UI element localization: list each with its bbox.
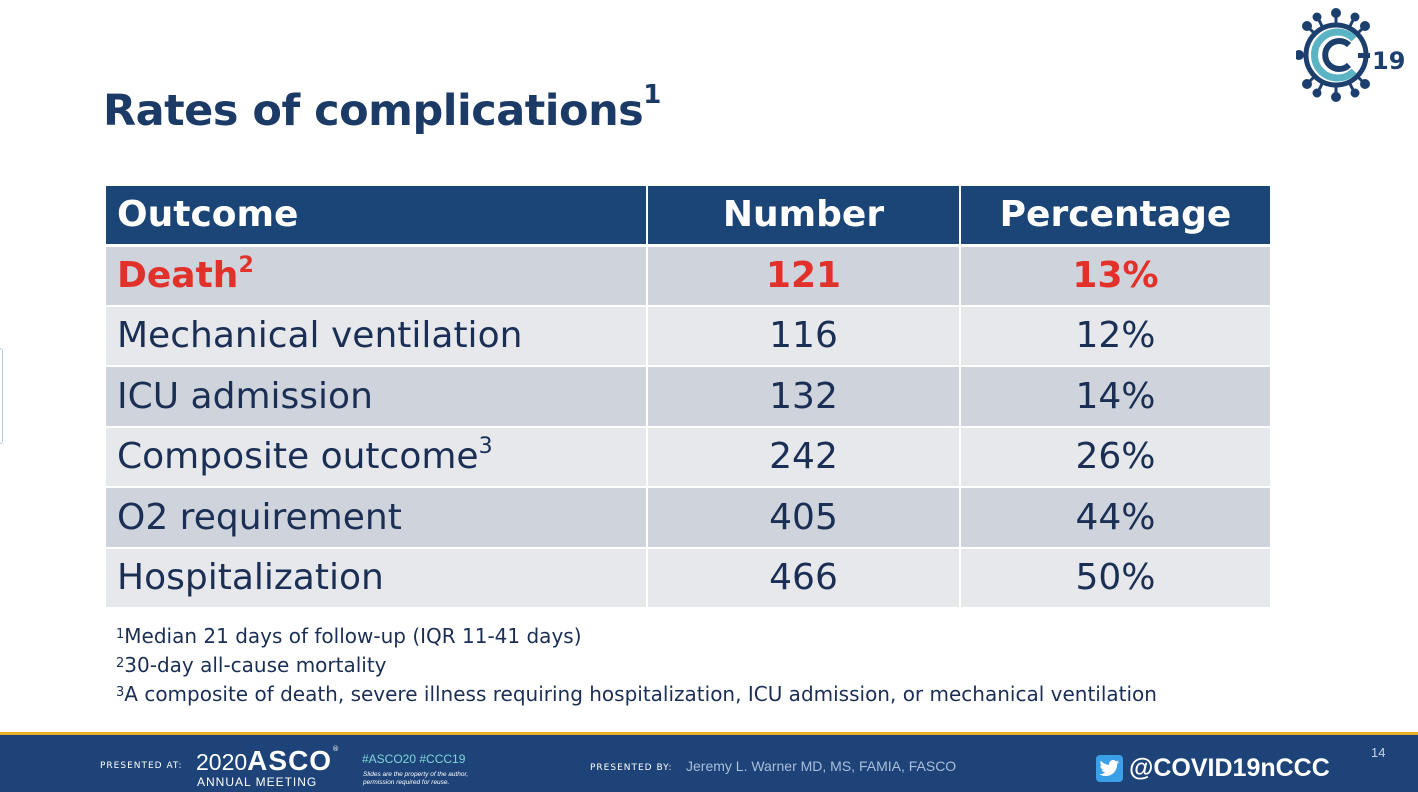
row-number: 121 xyxy=(647,245,961,307)
asco-year: 2020 xyxy=(196,749,248,775)
svg-text:19: 19 xyxy=(1372,47,1405,75)
footnote-text: A composite of death, severe illness req… xyxy=(124,682,1157,706)
slides-note-line: permission required for reuse. xyxy=(363,779,450,786)
row-percentage: 26% xyxy=(960,426,1270,488)
row-percentage: 14% xyxy=(960,366,1270,428)
row-number: 116 xyxy=(647,305,961,367)
table-header-row: Outcome Number Percentage xyxy=(106,186,1270,247)
row-percentage: 44% xyxy=(960,487,1270,549)
twitter-handle-text: @COVID19nCCC xyxy=(1129,754,1330,782)
asco-annual-meeting: ANNUAL MEETING xyxy=(197,775,318,789)
table-row: Composite outcome3 242 26% xyxy=(106,426,1270,488)
table-row: O2 requirement 405 44% xyxy=(106,487,1270,549)
footnote: 230-day all-cause mortality xyxy=(116,651,1157,680)
outcome-label: Hospitalization xyxy=(117,557,384,599)
row-outcome: O2 requirement xyxy=(106,487,648,549)
asco-logo: 2020ASCO® xyxy=(196,745,339,777)
table-row: Death2 121 13% xyxy=(106,245,1270,307)
row-number: 405 xyxy=(647,487,961,549)
row-percentage: 50% xyxy=(960,547,1270,609)
presented-by-label: PRESENTED BY: xyxy=(590,763,673,773)
table-row: Hospitalization 466 50% xyxy=(106,547,1270,609)
presented-at-label: PRESENTED AT: xyxy=(100,761,183,771)
footnote-marker: 2 xyxy=(238,253,254,278)
footnote: 3A composite of death, severe illness re… xyxy=(116,680,1157,709)
header-percentage: Percentage xyxy=(960,186,1270,247)
footnote-text: Median 21 days of follow-up (IQR 11-41 d… xyxy=(124,624,582,648)
row-outcome: Composite outcome3 xyxy=(106,426,648,488)
asco-name: ASCO xyxy=(247,745,333,776)
footnote-marker: 3 xyxy=(478,434,493,460)
footnote-text: 30-day all-cause mortality xyxy=(124,653,387,677)
side-panel-tab[interactable] xyxy=(0,348,3,444)
page-number: 14 xyxy=(1371,745,1386,760)
footnote-number: 2 xyxy=(116,656,125,671)
header-outcome: Outcome xyxy=(106,186,648,247)
row-number: 132 xyxy=(647,366,961,428)
title-footnote-marker: 1 xyxy=(643,80,661,110)
row-outcome: Mechanical ventilation xyxy=(106,305,648,367)
outcome-label: Composite outcome xyxy=(117,436,479,478)
footnote-number: 1 xyxy=(116,627,125,642)
twitter-icon xyxy=(1096,755,1123,782)
outcome-label: ICU admission xyxy=(117,375,373,417)
footnote-number: 3 xyxy=(116,685,125,700)
row-outcome: Death2 xyxy=(106,245,648,307)
twitter-handle[interactable]: @COVID19nCCC xyxy=(1096,754,1330,783)
row-percentage: 13% xyxy=(960,245,1270,307)
footnotes: 1Median 21 days of follow-up (IQR 11-41 … xyxy=(116,622,1157,709)
table-row: Mechanical ventilation 116 12% xyxy=(106,305,1270,367)
slides-property-note: Slides are the property of the author, p… xyxy=(363,771,468,787)
slide-title-text: Rates of complications xyxy=(103,86,644,136)
complications-table: Outcome Number Percentage Death2 121 13%… xyxy=(106,186,1270,609)
presenter-name: Jeremy L. Warner MD, MS, FAMIA, FASCO xyxy=(686,758,957,774)
row-outcome: Hospitalization xyxy=(106,547,648,609)
c19-logo: 19 xyxy=(1294,8,1406,104)
outcome-label: Death xyxy=(117,255,239,296)
row-percentage: 12% xyxy=(960,305,1270,367)
slide-title: Rates of complications1 xyxy=(103,80,661,136)
header-number: Number xyxy=(647,186,961,247)
asco-trademark: ® xyxy=(332,745,340,753)
row-outcome: ICU admission xyxy=(106,366,648,428)
row-number: 242 xyxy=(647,426,961,488)
table-row: ICU admission 132 14% xyxy=(106,366,1270,428)
slides-note-line: Slides are the property of the author, xyxy=(363,771,469,778)
slide-footer: PRESENTED AT: 2020ASCO® ANNUAL MEETING #… xyxy=(0,732,1418,792)
row-number: 466 xyxy=(647,547,961,609)
outcome-label: O2 requirement xyxy=(117,496,402,538)
outcome-label: Mechanical ventilation xyxy=(117,315,523,357)
footnote: 1Median 21 days of follow-up (IQR 11-41 … xyxy=(116,622,1157,651)
hashtags: #ASCO20 #CCC19 xyxy=(362,752,466,766)
c19-virus-logo-icon: 19 xyxy=(1294,8,1405,102)
